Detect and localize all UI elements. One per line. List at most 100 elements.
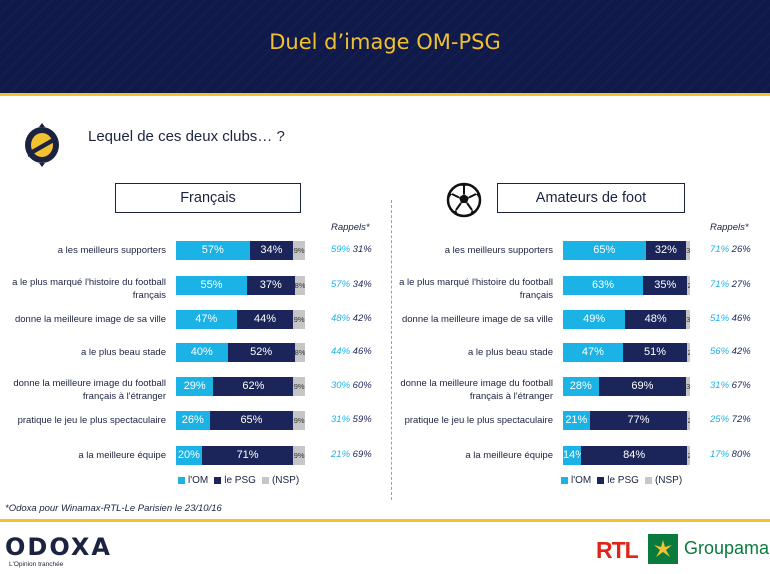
category-label: a le plus beau stade	[80, 347, 166, 358]
rappel-om: 48%	[331, 313, 351, 324]
rappel-psg: 27%	[729, 279, 751, 290]
odoxa-tagline: L'Opinion tranchée	[9, 561, 64, 568]
bar-segment-psg: 35%	[643, 276, 688, 295]
bar-segment-om: 47%	[563, 343, 623, 362]
bar-segment-om: 63%	[563, 276, 643, 295]
odoxa-o-icon	[25, 123, 59, 167]
odoxa-logo: ODOXA	[5, 533, 112, 561]
bar-segment-nsp: 2%	[687, 446, 690, 465]
rappel-psg: 59%	[350, 414, 372, 425]
footer-divider	[0, 519, 770, 522]
rappel-psg: 26%	[729, 244, 751, 255]
rappel-values: 25% 72%	[710, 414, 751, 425]
bar-segment-nsp: 3%	[686, 377, 690, 396]
category-label: a les meilleurs supporters	[444, 245, 553, 256]
legend-swatch-om	[178, 477, 185, 484]
rappel-psg: 46%	[729, 313, 751, 324]
groupama-logo-icon	[648, 534, 678, 564]
rappel-om: 44%	[331, 346, 351, 357]
rappel-values: 31% 67%	[710, 380, 751, 391]
group-title-francais: Français	[115, 183, 301, 213]
category-label: a le plus marqué l'histoire du football …	[12, 277, 166, 301]
header-banner: Duel d’image OM-PSG	[0, 0, 770, 93]
category-label: pratique le jeu le plus spectaculaire	[404, 415, 553, 426]
stacked-bar: 40% 52% 8%	[176, 343, 305, 362]
survey-question: Lequel de ces deux clubs… ?	[88, 128, 285, 145]
category-label: a la meilleure équipe	[78, 450, 166, 461]
bar-segment-om: 40%	[176, 343, 228, 362]
rappel-values: 59% 31%	[331, 244, 372, 255]
group-title-amateurs: Amateurs de foot	[497, 183, 685, 213]
rappel-om: 17%	[710, 449, 730, 460]
bar-segment-om: 28%	[563, 377, 599, 396]
rappel-values: 71% 26%	[710, 244, 751, 255]
rappels-header: Rappels*	[331, 222, 370, 233]
bar-segment-nsp: 8%	[294, 276, 305, 295]
header-divider	[0, 93, 770, 96]
bar-segment-nsp: 2%	[687, 276, 690, 295]
rappel-psg: 42%	[729, 346, 751, 357]
legend-swatch-nsp	[261, 477, 269, 484]
bar-segment-psg: 84%	[580, 446, 688, 465]
soccer-ball-icon	[446, 182, 482, 218]
bar-segment-psg: 71%	[201, 446, 294, 465]
bar-segment-nsp: 8%	[294, 343, 305, 362]
bar-segment-om: 65%	[563, 241, 646, 260]
rappel-om: 51%	[710, 313, 730, 324]
rappels-header: Rappels*	[710, 222, 749, 233]
bar-segment-psg: 48%	[625, 310, 687, 329]
bar-segment-psg: 65%	[209, 411, 294, 430]
stacked-bar: 28%69%3%	[563, 377, 690, 396]
category-label: donne la meilleure image du football fra…	[400, 378, 553, 402]
rappel-values: 71% 27%	[710, 279, 751, 290]
category-label: pratique le jeu le plus spectaculaire	[17, 415, 166, 426]
rappel-psg: 67%	[729, 380, 751, 391]
legend-swatch-psg	[214, 477, 222, 484]
rappel-values: 57% 34%	[331, 279, 372, 290]
stacked-bar: 47%51%2%	[563, 343, 690, 362]
rappel-psg: 60%	[350, 380, 372, 391]
rappel-values: 44% 46%	[331, 346, 372, 357]
bar-segment-psg: 77%	[589, 411, 688, 430]
bar-segment-psg: 52%	[227, 343, 295, 362]
category-label: a la meilleure équipe	[465, 450, 553, 461]
category-label: donne la meilleure image du football fra…	[13, 378, 166, 402]
stacked-bar: 20% 71% 9%	[176, 446, 305, 465]
rappel-psg: 80%	[729, 449, 751, 460]
legend-label-nsp: (NSP)	[654, 475, 683, 486]
legend-label-nsp: (NSP)	[271, 475, 300, 486]
legend-amateurs: l'OM le PSG (NSP)	[561, 475, 682, 486]
rappel-om: 71%	[710, 279, 730, 290]
rappel-om: 56%	[710, 346, 730, 357]
bar-segment-om: 29%	[176, 377, 214, 396]
legend-label-om: l'OM	[571, 475, 592, 486]
stacked-bar: 26% 65% 9%	[176, 411, 305, 430]
rappel-values: 31% 59%	[331, 414, 372, 425]
stacked-bar: 63%35%2%	[563, 276, 690, 295]
bar-segment-psg: 32%	[645, 241, 687, 260]
rappel-values: 17% 80%	[710, 449, 751, 460]
rappel-psg: 72%	[729, 414, 751, 425]
rappel-psg: 31%	[350, 244, 372, 255]
stacked-bar: 21%77%2%	[563, 411, 690, 430]
bar-segment-psg: 62%	[213, 377, 294, 396]
category-label: donne la meilleure image de sa ville	[14, 314, 166, 325]
rappel-values: 21% 69%	[331, 449, 372, 460]
bar-segment-psg: 37%	[246, 276, 295, 295]
bar-segment-nsp: 3%	[686, 241, 690, 260]
category-label: a le plus marqué l'histoire du football …	[399, 277, 553, 301]
rappel-om: 25%	[710, 414, 730, 425]
bar-segment-om: 57%	[176, 241, 250, 260]
rappel-values: 30% 60%	[331, 380, 372, 391]
rappel-psg: 42%	[350, 313, 372, 324]
rappel-om: 59%	[331, 244, 351, 255]
rappel-values: 51% 46%	[710, 313, 751, 324]
bar-segment-om: 55%	[176, 276, 247, 295]
category-label: a les meilleurs supporters	[57, 245, 166, 256]
stacked-bar: 29% 62% 9%	[176, 377, 305, 396]
rappel-psg: 34%	[350, 279, 372, 290]
bar-segment-om: 49%	[563, 310, 626, 329]
stacked-bar: 47% 44% 9%	[176, 310, 305, 329]
rappel-om: 57%	[331, 279, 351, 290]
bar-segment-nsp: 9%	[293, 446, 305, 465]
